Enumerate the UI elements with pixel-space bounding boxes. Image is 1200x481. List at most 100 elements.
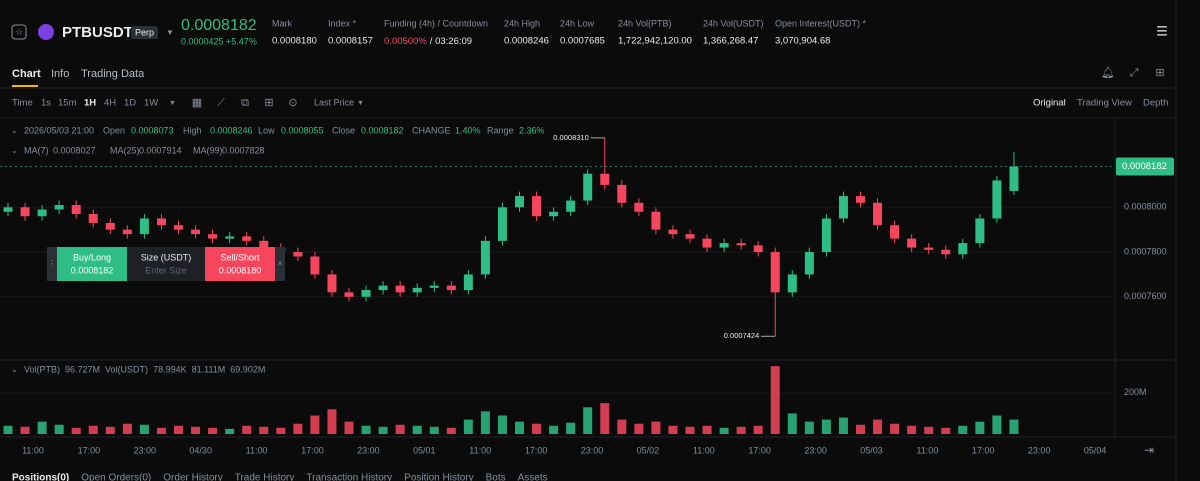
tab[interactable]: Chart: [12, 68, 41, 80]
size-input[interactable]: [127, 247, 205, 281]
fullscreen-icon[interactable]: ⤢: [1130, 67, 1139, 79]
favorite-button[interactable]: [11, 24, 27, 40]
tool-icon[interactable]: ⊞: [264, 97, 273, 109]
bottom-tab[interactable]: Positions(0): [12, 473, 69, 481]
volume-bar: [54, 424, 64, 434]
volume-bar: [838, 417, 848, 434]
bottom-tab[interactable]: Transaction History: [306, 473, 392, 481]
volume-bar: [583, 407, 593, 434]
candle-body: [412, 287, 422, 293]
alert-icon[interactable]: 🔔︎: [1101, 66, 1115, 79]
interval-dropdown[interactable]: ▼: [169, 100, 176, 107]
layout-icon[interactable]: ⊞: [1155, 67, 1164, 79]
size-placeholder[interactable]: Enter Size: [145, 265, 187, 275]
tool-icon[interactable]: ▦: [192, 97, 202, 109]
price-change: 0.0000425 +5.47%: [181, 36, 257, 46]
sell-label[interactable]: Sell/Short: [220, 252, 260, 262]
candle-body: [890, 225, 900, 239]
buy-button[interactable]: [57, 247, 127, 281]
collapse-icon[interactable]: ⌄: [11, 365, 18, 374]
y-tick-label: 0.0008000: [1124, 202, 1167, 212]
x-tick-label: 11:00: [22, 445, 44, 455]
volume-bar: [992, 415, 1002, 434]
interval[interactable]: 1H: [84, 98, 96, 109]
interval[interactable]: 1D: [124, 98, 136, 109]
volume-legend: 78.994K: [153, 364, 187, 374]
view-option[interactable]: Original: [1033, 98, 1066, 109]
buy-label[interactable]: Buy/Long: [73, 252, 111, 262]
tool-icon[interactable]: ⧉: [241, 97, 249, 109]
volume-bar: [566, 422, 576, 434]
price-type[interactable]: Last Price: [314, 97, 354, 107]
volume-bar: [719, 427, 729, 434]
bottom-tab[interactable]: Assets: [518, 473, 548, 481]
time-label[interactable]: Time: [12, 98, 33, 109]
candle-body: [924, 247, 934, 250]
stat-value: 0.00500%/ 03:26:09: [384, 36, 472, 47]
stat-value: 0.0008157: [328, 36, 373, 47]
ohlc-value: 0.0008246: [210, 125, 253, 135]
bottom-tab[interactable]: Position History: [404, 473, 473, 481]
sell-price[interactable]: 0.0008180: [219, 265, 262, 275]
bottom-tab[interactable]: Bots: [486, 473, 506, 481]
x-tick-label: 23:00: [1028, 445, 1051, 455]
close-icon[interactable]: ×: [278, 259, 283, 268]
candle-body: [856, 196, 865, 203]
ohlc-time: 2026/05/03 21:00: [24, 125, 94, 135]
volume-bar: [37, 421, 47, 434]
volume-bar: [156, 427, 166, 434]
candle-body: [378, 285, 388, 291]
interval[interactable]: 15m: [58, 98, 77, 109]
collapse-icon[interactable]: ⌄: [11, 126, 18, 135]
interval[interactable]: 4H: [104, 98, 116, 109]
low-marker-label: 0.0007424: [724, 331, 759, 340]
close-area: [275, 247, 285, 281]
bottom-tab[interactable]: Order History: [163, 473, 222, 481]
view-option[interactable]: Depth: [1143, 98, 1168, 109]
volume-bar: [702, 425, 712, 434]
buy-price[interactable]: 0.0008182: [71, 265, 114, 275]
stat-value: 0.0007685: [560, 36, 605, 47]
volume-bar: [804, 421, 814, 434]
candle-body: [873, 202, 883, 226]
symbol[interactable]: PTBUSDT: [62, 24, 133, 41]
bottom-tab[interactable]: Trade History: [235, 473, 295, 481]
ma-value: 0.0007828: [222, 145, 265, 155]
volume-bar: [1009, 419, 1019, 434]
bottom-tab[interactable]: Open Orders(0): [81, 473, 151, 481]
candle-body: [191, 229, 201, 235]
menu-icon[interactable]: ☰: [1156, 23, 1168, 38]
interval[interactable]: 1W: [144, 98, 158, 109]
volume-bar: [242, 425, 252, 434]
symbol-dropdown[interactable]: ▼: [166, 28, 174, 37]
volume-bar: [685, 426, 695, 434]
volume-legend: Vol(USDT): [105, 364, 148, 374]
candle-body: [344, 292, 354, 297]
collapse-icon[interactable]: ⌄: [11, 146, 18, 155]
y-tick-label: 0.0007800: [1124, 246, 1167, 256]
ma-label: MA(7): [24, 145, 49, 155]
sell-button[interactable]: [205, 247, 275, 281]
tab[interactable]: Info: [51, 68, 69, 80]
ohlc-label: CHANGE: [412, 125, 451, 135]
ma-value: 0.0008027: [53, 145, 96, 155]
candle-body: [395, 285, 405, 293]
volume-bar: [139, 424, 149, 434]
stat-label: Mark: [272, 18, 292, 28]
volume-bar: [856, 424, 865, 434]
x-tick-label: 17:00: [748, 445, 771, 455]
candle-body: [37, 209, 47, 217]
last-price-label: 0.0008182: [1122, 161, 1167, 172]
scale-reset-icon[interactable]: ⇥: [1144, 443, 1154, 457]
tool-icon[interactable]: ⟋: [217, 97, 225, 109]
price-type-dropdown[interactable]: ▼: [357, 100, 364, 107]
candle-body: [975, 218, 985, 244]
candle-body: [174, 225, 183, 230]
tab[interactable]: Trading Data: [81, 68, 145, 80]
view-option[interactable]: Trading View: [1077, 98, 1132, 109]
interval[interactable]: 1s: [41, 98, 51, 109]
tool-icon[interactable]: ⊙: [288, 97, 297, 109]
candle-body: [71, 205, 81, 214]
